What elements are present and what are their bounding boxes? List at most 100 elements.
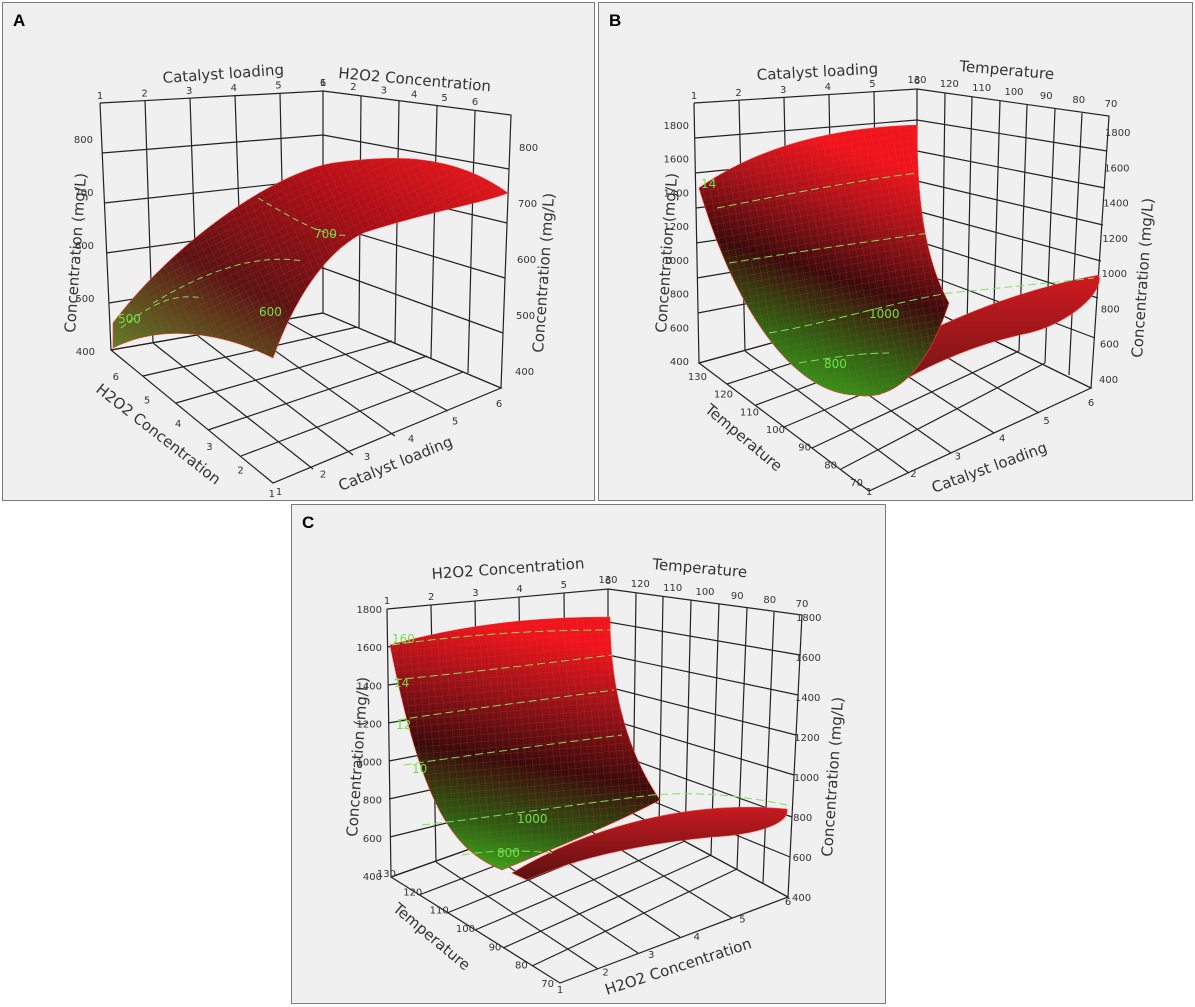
tick-label: 800 <box>793 813 812 824</box>
tick-label: 90 <box>798 443 811 454</box>
tick-label: 2 <box>910 469 916 480</box>
tick-label: 110 <box>663 583 682 594</box>
tick-label: 90 <box>489 942 502 953</box>
tick-label: 5 <box>869 79 875 90</box>
surface-mesh-texture <box>390 617 660 870</box>
tick-label: 130 <box>377 869 396 880</box>
tick-label: 1400 <box>795 693 820 704</box>
tick-label: 100 <box>695 587 714 598</box>
panel-c: C <box>291 504 886 1004</box>
tick-label: 4 <box>516 584 522 595</box>
tick-label: 600 <box>517 255 536 266</box>
tick-label: 6 <box>785 897 791 908</box>
tick-label: 1 <box>276 487 282 498</box>
tick-label: 5 <box>452 417 458 428</box>
axis-label-z-right: Concentration (mg/L) <box>529 192 558 353</box>
tick-label: 1 <box>320 78 326 89</box>
tick-label: 4 <box>175 419 181 430</box>
tick-label: 1800 <box>357 605 382 616</box>
tick-label: 3 <box>955 451 961 462</box>
tick-label: 1400 <box>664 188 689 199</box>
tick-label: 70 <box>796 599 809 610</box>
tick-label: 3 <box>780 85 786 96</box>
contour-lines <box>120 197 349 329</box>
tick-label: 4 <box>411 89 417 100</box>
tick-label: 80 <box>515 961 528 972</box>
grid-floor <box>110 312 503 484</box>
tick-label: 5 <box>561 580 567 591</box>
tick-label: 600 <box>75 241 94 252</box>
axis-label-z-left: Concentration (mg/L) <box>652 172 681 333</box>
tick-label: 110 <box>972 83 991 94</box>
tick-label: 600 <box>793 853 812 864</box>
tick-label: 800 <box>74 135 93 146</box>
tick-label: 3 <box>186 86 192 97</box>
panel-letter: C <box>302 513 315 532</box>
tick-label: 120 <box>631 579 650 590</box>
tick-label: 1200 <box>1102 234 1127 245</box>
tick-label: 5 <box>441 93 447 104</box>
contour-label: 500 <box>118 312 141 326</box>
tick-label: 3 <box>648 950 654 961</box>
tick-label: 400 <box>515 367 534 378</box>
contour-label: 1000 <box>517 812 548 826</box>
tick-label: 5 <box>144 395 150 406</box>
tick-label: 90 <box>1040 91 1053 102</box>
tick-label: 90 <box>731 591 744 602</box>
tick-label: 2 <box>735 88 741 99</box>
panel-a: A <box>2 2 595 501</box>
tick-label: 2 <box>320 469 326 480</box>
panel-letter: A <box>13 11 26 30</box>
tick-label: 6 <box>320 78 326 89</box>
tick-label: 4 <box>408 434 414 445</box>
axis-label-top-y: Temperature <box>651 555 748 581</box>
axis-label-top-x: Catalyst loading <box>162 61 284 87</box>
surface-plot: 1 2 3 4 5 6 70 80 90 100 110 120 130 400 600 800 1000 120… <box>652 57 1157 498</box>
tick-label: 1 <box>866 487 872 498</box>
tick-label: 800 <box>1101 304 1120 315</box>
tick-label: 70 <box>541 979 554 990</box>
tick-label: 1200 <box>357 719 382 730</box>
tick-label: 1200 <box>664 222 689 233</box>
tick-label: 120 <box>714 390 733 401</box>
tick-label: 70 <box>1105 99 1118 110</box>
tick-label: 6 <box>496 399 502 410</box>
axis-label-z-left: Concentration (mg/L) <box>61 172 90 333</box>
tick-label: 500 <box>75 294 94 305</box>
tick-label: 6 <box>605 576 611 587</box>
tick-label: 3 <box>364 452 370 463</box>
tick-label: 5 <box>739 915 745 926</box>
tick-label: 5 <box>275 81 281 92</box>
panel-b: B <box>598 2 1193 501</box>
tick-label: 700 <box>74 188 93 199</box>
tick-label: 130 <box>598 575 617 586</box>
tick-label: 1 <box>691 91 697 102</box>
surface-mesh-texture <box>113 158 508 358</box>
contour-label: 14 <box>394 676 409 690</box>
surface-mesh-texture <box>699 125 949 397</box>
tick-label: 1000 <box>1102 269 1127 280</box>
tick-label: 1600 <box>664 155 689 166</box>
tick-label: 100 <box>1004 87 1023 98</box>
axis-label-top-x: H2O2 Concentration <box>431 554 585 583</box>
contour-label: 12 <box>396 718 411 732</box>
tick-label: 70 <box>850 478 863 489</box>
tick-label: 110 <box>430 906 449 917</box>
contour-label: 14 <box>701 177 716 191</box>
tick-label: 700 <box>518 199 537 210</box>
tick-label: 6 <box>1088 398 1094 409</box>
tick-label: 3 <box>472 588 478 599</box>
tick-label: 1000 <box>357 758 382 769</box>
tick-label: 2 <box>237 466 243 477</box>
tick-label: 500 <box>516 311 535 322</box>
tick-labels: 1 2 3 4 5 61 2 3 4 5 64005006007008004005006007008… <box>74 78 538 500</box>
grid-back-wall-right <box>607 588 803 898</box>
tick-label: 100 <box>456 924 475 935</box>
axis-label-z-right: Concentration (mg/L) <box>818 696 847 857</box>
contour-label: 10 <box>412 762 427 776</box>
contour-label: 700 <box>314 227 337 241</box>
tick-label: 6 <box>113 372 119 383</box>
tick-label: 5 <box>1043 416 1049 427</box>
axis-label-top-y: Temperature <box>958 57 1055 83</box>
tick-labels: 1 2 3 4 5 67080901001101201304006008001000120… <box>357 575 822 996</box>
